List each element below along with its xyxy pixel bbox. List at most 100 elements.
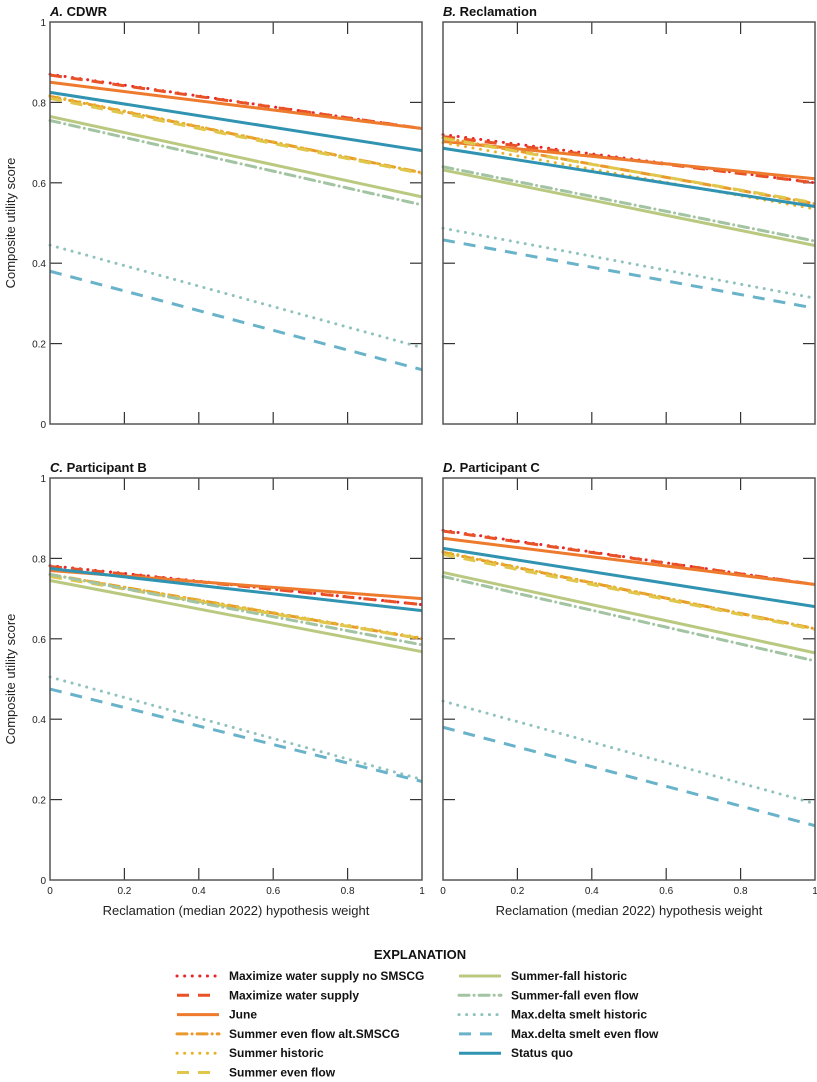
series-line-summer-fall-even-flow [48, 572, 424, 647]
legend-label: Max.delta smelt historic [511, 1008, 647, 1022]
series-line-max-delta-smelt-historic [441, 699, 817, 806]
series-line-status-quo [442, 146, 816, 208]
series-line-summer-fall-even-flow [48, 118, 424, 207]
series-line-summer-historic [48, 94, 424, 175]
panel-title: D. Participant C [443, 460, 540, 475]
x-tick-label: 0 [47, 886, 53, 897]
series-line-summer-fall-historic [49, 115, 423, 199]
series-line-max-delta-smelt-even-flow [49, 687, 423, 783]
legend-item: Max.delta smelt historic [457, 1008, 647, 1022]
series-line-max-delta-smelt-even-flow [442, 238, 816, 310]
panel-c: C. Participant B 0 0.2 0.4 0.6 0.8 1 0 0.2 0.4 0.6… [3, 460, 425, 918]
legend-label: Summer even flow alt.SMSCG [229, 1027, 400, 1041]
series-line-max-delta-smelt-even-flow [442, 725, 816, 828]
panel-d: D. Participant C 0 0.2 0.4 0.6 0.8 1 Reclamatio… [440, 460, 817, 918]
plot-frame [442, 477, 816, 881]
panel-letter: C. [50, 460, 63, 475]
y-tick-label: 0.2 [32, 340, 46, 351]
legend-item: Summer-fall historic [459, 969, 627, 983]
legend-label: June [229, 1008, 257, 1022]
legend-item: Summer historic [175, 1046, 324, 1060]
series-line-june [49, 80, 423, 131]
y-tick-label: 0.8 [32, 554, 46, 565]
panel-title: C. Participant B [50, 460, 147, 475]
panel-letter: A. [49, 4, 63, 19]
plot-frame [49, 477, 423, 881]
legend-item: Summer even flow [177, 1066, 336, 1080]
panel-title-text: CDWR [63, 4, 108, 19]
legend-title: EXPLANATION [374, 947, 466, 962]
y-tick-label: 0.6 [32, 635, 46, 646]
series-line-max-delta-smelt-historic [441, 226, 817, 300]
series-line-summer-fall-historic [442, 571, 816, 655]
y-tick-label: 0.6 [32, 179, 46, 190]
y-tick-label: 1 [40, 474, 46, 485]
legend-item: Summer-fall even flow [457, 988, 639, 1002]
series-line-june [442, 536, 816, 587]
x-tick-label: 0.8 [734, 886, 748, 897]
legend: EXPLANATION Maximize water supply no SMSC… [175, 947, 659, 1080]
panel-title: B. Reclamation [443, 4, 537, 19]
legend-label: Summer-fall even flow [511, 988, 639, 1002]
series-line-status-quo [49, 90, 423, 153]
y-tick-label: 0.4 [32, 259, 46, 270]
legend-label: Summer even flow [229, 1066, 336, 1080]
x-tick-label: 1 [812, 886, 817, 897]
x-axis-title: Reclamation (median 2022) hypothesis wei… [496, 903, 763, 918]
series-line-max-delta-smelt-historic [48, 675, 424, 781]
y-tick-label: 0 [40, 876, 46, 887]
legend-item: Summer even flow alt.SMSCG [175, 1027, 400, 1041]
legend-label: Maximize water supply no SMSCG [229, 969, 424, 983]
x-tick-label: 1 [419, 886, 425, 897]
y-tick-label: 1 [40, 18, 46, 29]
plot-frame [442, 21, 816, 425]
series-line-summer-historic [441, 550, 817, 631]
x-tick-label: 0.2 [117, 886, 131, 897]
y-tick-label: 0 [40, 420, 46, 431]
series-line-summer-historic [48, 572, 424, 640]
series-line-summer-fall-even-flow [441, 165, 817, 243]
legend-item: Maximize water supply no SMSCG [175, 969, 424, 983]
series-line-maximize-water-supply-no-smscg [441, 133, 817, 185]
panel-letter: B. [443, 4, 456, 19]
series-line-summer-historic [441, 141, 817, 211]
legend-item: Status quo [459, 1046, 573, 1060]
series-line-summer-even-flow [49, 96, 423, 176]
legend-item: Max.delta smelt even flow [459, 1027, 659, 1041]
panel-letter: D. [443, 460, 456, 475]
y-axis-title: Composite utility score [3, 158, 18, 289]
series-line-summer-fall-even-flow [441, 574, 817, 663]
legend-item: Maximize water supply [177, 988, 359, 1002]
x-tick-label: 0.4 [585, 886, 599, 897]
legend-label: Summer historic [229, 1046, 324, 1060]
plot-frame [49, 21, 423, 425]
y-tick-label: 0.4 [32, 715, 46, 726]
series-line-summer-fall-historic [49, 579, 423, 654]
y-tick-label: 0.2 [32, 796, 46, 807]
series-line-summer-fall-historic [442, 168, 816, 247]
legend-item: June [177, 1008, 257, 1022]
series-line-max-delta-smelt-historic [48, 243, 424, 350]
y-tick-label: 0.8 [32, 98, 46, 109]
series-line-status-quo [442, 546, 816, 609]
panel-a: A. CDWR 0 0.2 0.4 0.6 0.8 1 Composite utility s… [3, 4, 424, 431]
legend-label: Maximize water supply [229, 988, 359, 1002]
panel-b: B. Reclamation [441, 4, 817, 425]
series-line-status-quo [49, 566, 423, 613]
series-line-summer-even-flow-alt-smscg [441, 136, 817, 206]
x-tick-label: 0.6 [659, 886, 673, 897]
series-line-summer-even-flow [442, 552, 816, 632]
panel-title-text: Participant C [456, 460, 540, 475]
y-axis-title: Composite utility score [3, 614, 18, 745]
x-tick-label: 0.2 [510, 886, 524, 897]
series-line-max-delta-smelt-even-flow [49, 269, 423, 372]
x-axis-title: Reclamation (median 2022) hypothesis wei… [103, 903, 370, 918]
x-tick-label: 0.8 [341, 886, 355, 897]
legend-label: Status quo [511, 1046, 573, 1060]
panel-title: A. CDWR [49, 4, 108, 19]
panel-title-text: Participant B [63, 460, 147, 475]
x-tick-label: 0.4 [192, 886, 206, 897]
x-tick-label: 0 [440, 886, 446, 897]
panel-title-text: Reclamation [456, 4, 537, 19]
